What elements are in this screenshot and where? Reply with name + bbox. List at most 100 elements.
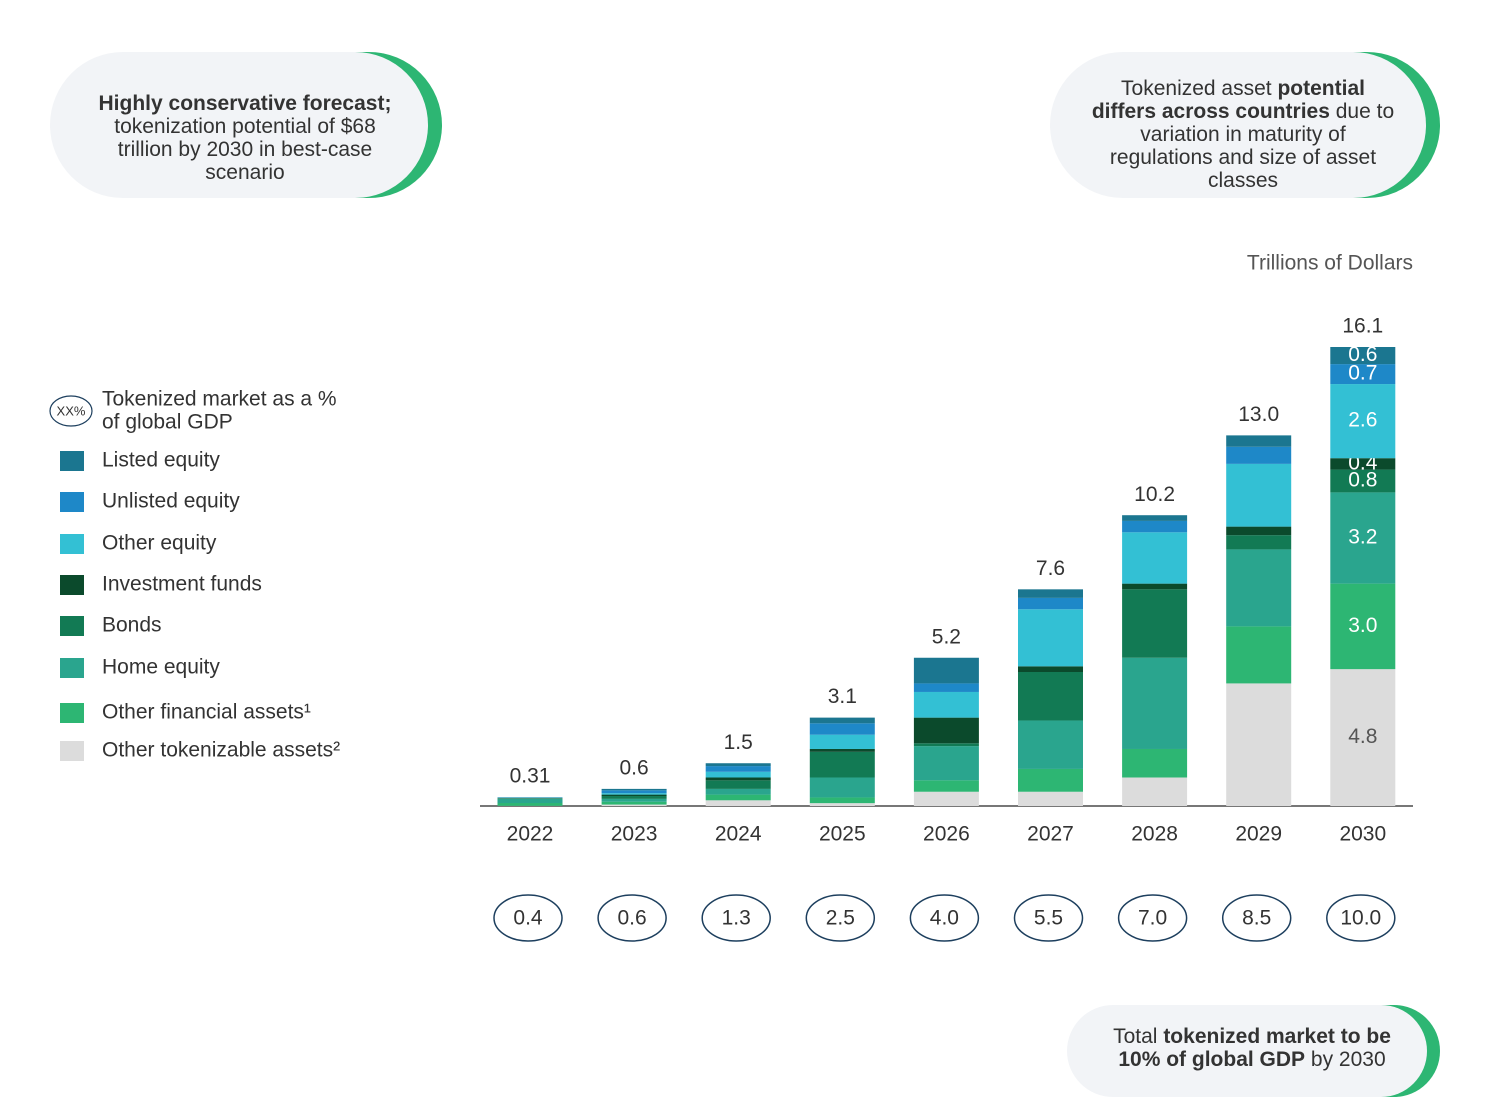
segment-label: 0.8	[1348, 469, 1377, 492]
callout-text: regulations and size of asset	[1110, 146, 1376, 169]
segment-label: 4.8	[1348, 725, 1377, 748]
legend-swatch	[60, 575, 84, 595]
bar-segment	[1226, 526, 1292, 536]
callout-text: differs across countries due to	[1092, 100, 1394, 123]
bar-segment	[601, 790, 667, 794]
bar-segment	[705, 777, 771, 781]
x-tick-label: 2023	[611, 823, 658, 846]
bar-segment	[913, 743, 979, 747]
bar-segment	[913, 791, 979, 806]
bar-segment	[1226, 626, 1292, 684]
bar-segment	[601, 804, 667, 806]
x-tick-label: 2029	[1235, 823, 1282, 846]
callout-text-part: regulations and size of asset	[1110, 146, 1376, 169]
bar-segment	[1330, 458, 1396, 470]
bar-segment	[601, 801, 667, 805]
total-label: 0.6	[619, 756, 648, 779]
bar-segment	[601, 793, 667, 795]
bar-segment	[809, 717, 875, 724]
gdp-bubble	[701, 894, 771, 942]
bar-segment	[1018, 720, 1083, 769]
gdp-bubble	[1013, 894, 1084, 942]
bar-segment	[705, 780, 771, 789]
segment-label: 0.7	[1348, 362, 1377, 385]
bar-segment	[497, 798, 563, 804]
legend-swatch	[60, 703, 84, 723]
bar-segment	[1330, 492, 1396, 584]
bar-segment	[913, 657, 979, 684]
x-tick-label: 2024	[715, 823, 762, 846]
bar-segment	[1226, 446, 1292, 464]
x-tick-label: 2028	[1131, 823, 1178, 846]
legend-gdp-symbol	[49, 395, 93, 427]
legend-swatch	[60, 658, 84, 678]
total-label: 13.0	[1238, 403, 1279, 426]
legend-label: Unlisted equity	[102, 490, 240, 513]
bar-segment	[1122, 515, 1188, 521]
callout-text: Total tokenized market to be	[1113, 1025, 1391, 1048]
bar-segment	[809, 748, 875, 752]
legend-gdp-symbol-text: XX%	[57, 403, 86, 418]
callout-text-part: due to	[1330, 100, 1394, 123]
total-label: 1.5	[724, 731, 753, 754]
callout-text-part: scenario	[205, 161, 284, 184]
gdp-bubble	[1221, 894, 1292, 942]
callout-text: variation in maturity of	[1140, 123, 1346, 146]
segment-label: 0.6	[1348, 343, 1377, 366]
bar-segment	[497, 803, 563, 806]
callout-text: Tokenized asset potential	[1121, 77, 1365, 100]
total-label: 10.2	[1134, 483, 1175, 506]
bar-segment	[705, 771, 771, 778]
callout-text: 10% of global GDP by 2030	[1118, 1048, 1385, 1071]
bar-segment	[913, 746, 979, 781]
bar-segment	[601, 796, 667, 799]
callout-text-part: Highly conservative forecast;	[99, 92, 392, 115]
callout-text-part: Total	[1113, 1025, 1163, 1048]
legend-label: Investment funds	[102, 573, 262, 596]
bar-segment	[809, 803, 875, 806]
callout-text-part: Tokenized asset	[1121, 77, 1277, 100]
bar-segment	[1122, 520, 1188, 533]
x-tick-label: 2026	[923, 823, 970, 846]
callout-text: tokenization potential of $68	[114, 115, 376, 138]
bar-segment	[705, 788, 771, 795]
total-label: 7.6	[1036, 557, 1065, 580]
gdp-label: 1.3	[722, 907, 751, 930]
legend-swatch	[60, 451, 84, 471]
total-label: 5.2	[932, 625, 961, 648]
bar-segment	[1226, 549, 1292, 627]
gdp-bubble	[909, 894, 980, 942]
bar-segment	[1330, 669, 1396, 806]
gdp-label: 5.5	[1034, 907, 1063, 930]
legend-label: Other financial assets¹	[102, 701, 311, 724]
callout-pill	[50, 52, 428, 198]
segment-label: 2.6	[1348, 409, 1377, 432]
gdp-bubble	[493, 894, 563, 942]
segment-label: 3.0	[1348, 614, 1377, 637]
callout-text-part: differs across countries	[1092, 100, 1330, 123]
callout-text-part: 10% of global GDP	[1118, 1048, 1305, 1071]
callout-pill	[1067, 1005, 1427, 1097]
bar-segment	[809, 797, 875, 804]
bar-segment	[1018, 768, 1083, 792]
legend-label: Listed equity	[102, 449, 220, 472]
bar-segment	[601, 798, 667, 802]
bar-segment	[1018, 666, 1083, 673]
bar-segment	[809, 777, 875, 798]
total-label: 3.1	[828, 685, 857, 708]
bar-segment	[705, 800, 771, 806]
gdp-label: 0.4	[513, 907, 543, 930]
bar-segment	[1330, 347, 1396, 365]
callout-shapes	[50, 52, 1440, 1097]
total-label: 0.31	[510, 765, 551, 788]
callout-text: scenario	[205, 161, 284, 184]
callout-text: classes	[1208, 169, 1278, 192]
gdp-label: 7.0	[1138, 907, 1167, 930]
bar-segment	[1330, 583, 1396, 670]
segment-label: 3.2	[1348, 526, 1377, 549]
legend-label: Home equity	[102, 656, 220, 679]
bar-segment	[1330, 469, 1396, 493]
bar-segment	[1226, 535, 1292, 550]
bar-segment	[809, 734, 875, 749]
